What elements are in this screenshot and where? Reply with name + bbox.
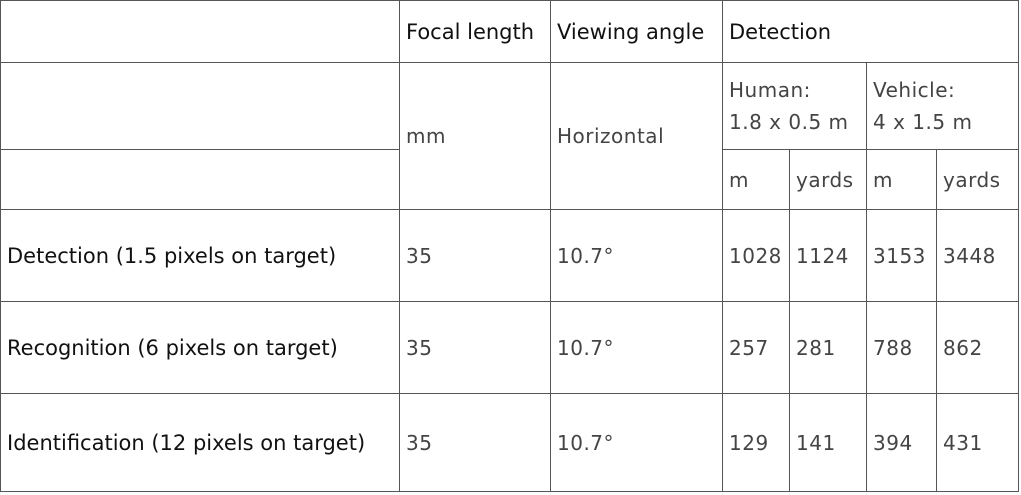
human-yards-value: 141 [789, 393, 867, 492]
vehicle-yards-value: 862 [935, 301, 1020, 394]
header-detection: Detection [721, 0, 1020, 63]
unit-vehicle-m: m [866, 149, 937, 210]
vehicle-m-value: 3153 [866, 209, 937, 302]
table-row: Recognition (6 pixels on target) 35 10.7… [0, 301, 1020, 394]
human-m-value: 257 [722, 301, 790, 394]
angle-value: 10.7° [550, 393, 723, 492]
human-m-value: 1028 [722, 209, 790, 302]
vehicle-target-size: Vehicle: 4 x 1.5 m [865, 62, 1020, 150]
unit-human-yards: yards [789, 149, 867, 210]
row-label: Recognition (6 pixels on target) [0, 301, 400, 394]
vehicle-m-value: 394 [866, 393, 937, 492]
header-viewing-angle: Viewing angle [550, 0, 723, 63]
human-yards-value: 1124 [789, 209, 867, 302]
units-row: m yards m yards [0, 149, 1020, 210]
units-empty-cell [0, 149, 400, 210]
vehicle-label: Vehicle: [873, 78, 956, 102]
table-row: Identification (12 pixels on target) 35 … [0, 393, 1020, 492]
vehicle-yards-value: 431 [935, 393, 1020, 492]
header-row: Focal length Viewing angle Detection [0, 0, 1020, 63]
vehicle-dimensions: 4 x 1.5 m [873, 110, 973, 134]
header-empty-cell [0, 0, 400, 63]
unit-vehicle-yards: yards [935, 149, 1020, 210]
human-dimensions: 1.8 x 0.5 m [729, 110, 849, 134]
vehicle-yards-value: 3448 [935, 209, 1020, 302]
focal-value: 35 [399, 393, 551, 492]
vehicle-m-value: 788 [866, 301, 937, 394]
unit-human-m: m [722, 149, 790, 210]
human-yards-value: 281 [789, 301, 867, 394]
human-m-value: 129 [722, 393, 790, 492]
subheader-row: mm Horizontal Human: 1.8 x 0.5 m Vehicle… [0, 62, 1020, 210]
human-label: Human: [729, 78, 811, 102]
focal-value: 35 [399, 301, 551, 394]
header-focal-length: Focal length [399, 0, 551, 63]
angle-horizontal: Horizontal [550, 62, 723, 210]
unit-mm: mm [399, 62, 551, 210]
table-row: Detection (1.5 pixels on target) 35 10.7… [0, 209, 1020, 302]
focal-value: 35 [399, 209, 551, 302]
subheader-empty-cell [0, 62, 400, 150]
human-target-size: Human: 1.8 x 0.5 m [722, 62, 867, 150]
row-label: Detection (1.5 pixels on target) [0, 209, 400, 302]
angle-value: 10.7° [550, 209, 723, 302]
angle-value: 10.7° [550, 301, 723, 394]
row-label: Identification (12 pixels on target) [0, 393, 400, 492]
